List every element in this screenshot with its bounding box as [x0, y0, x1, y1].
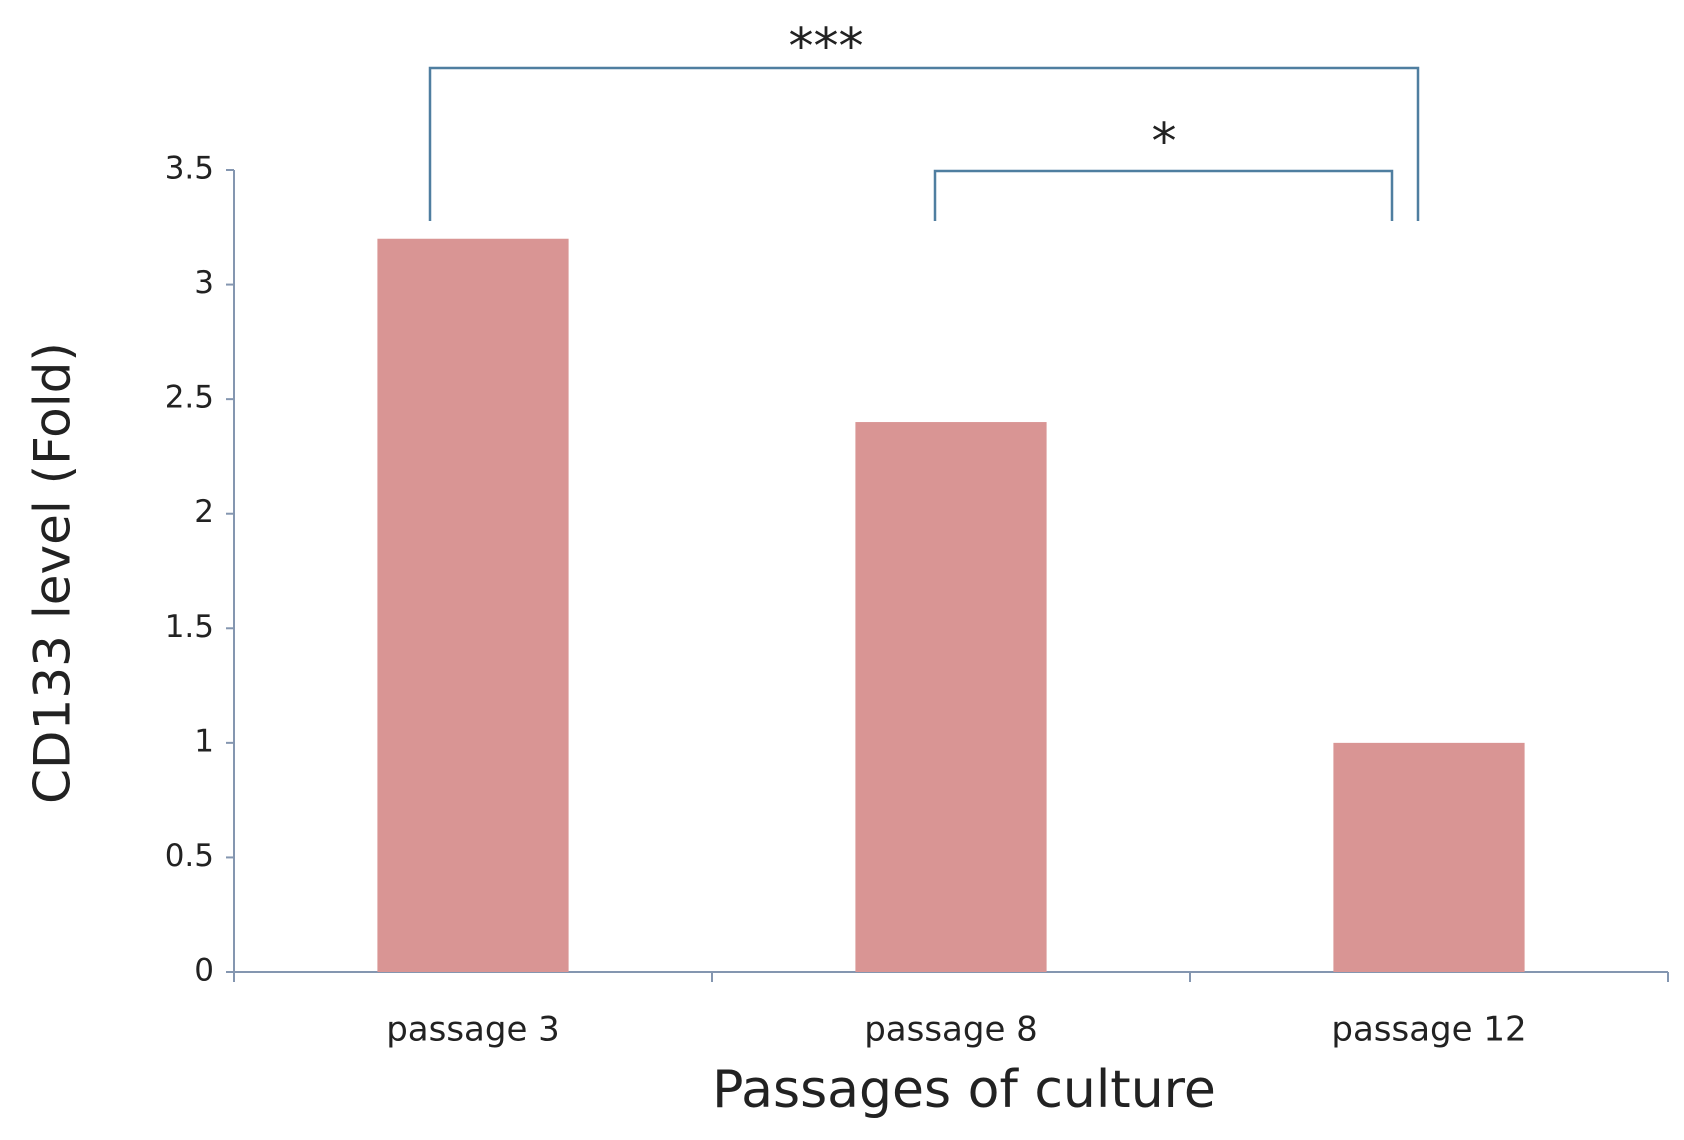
x-axis-label: Passages of culture — [712, 1060, 1216, 1120]
y-tick-label: 2 — [194, 494, 214, 530]
significance-label: *** — [789, 18, 864, 76]
x-tick-label: passage 12 — [1331, 1010, 1526, 1050]
y-tick-label: 0 — [194, 953, 214, 989]
bar — [1333, 742, 1525, 972]
y-tick-label: 1 — [194, 723, 214, 759]
y-tick-label: 3 — [194, 265, 214, 301]
bar — [855, 422, 1047, 972]
significance-label: * — [1152, 113, 1177, 171]
x-tick-label: passage 3 — [386, 1010, 560, 1050]
y-tick-label: 0.5 — [165, 838, 214, 874]
x-tick-label: passage 8 — [864, 1010, 1038, 1050]
bar — [377, 238, 569, 972]
y-axis-label: CD133 level (Fold) — [24, 342, 82, 804]
y-tick-label: 1.5 — [165, 609, 214, 645]
significance-bracket — [933, 169, 1394, 221]
significance-bracket — [428, 66, 1420, 221]
y-tick-label: 2.5 — [165, 380, 214, 416]
y-tick-label: 3.5 — [165, 151, 214, 187]
